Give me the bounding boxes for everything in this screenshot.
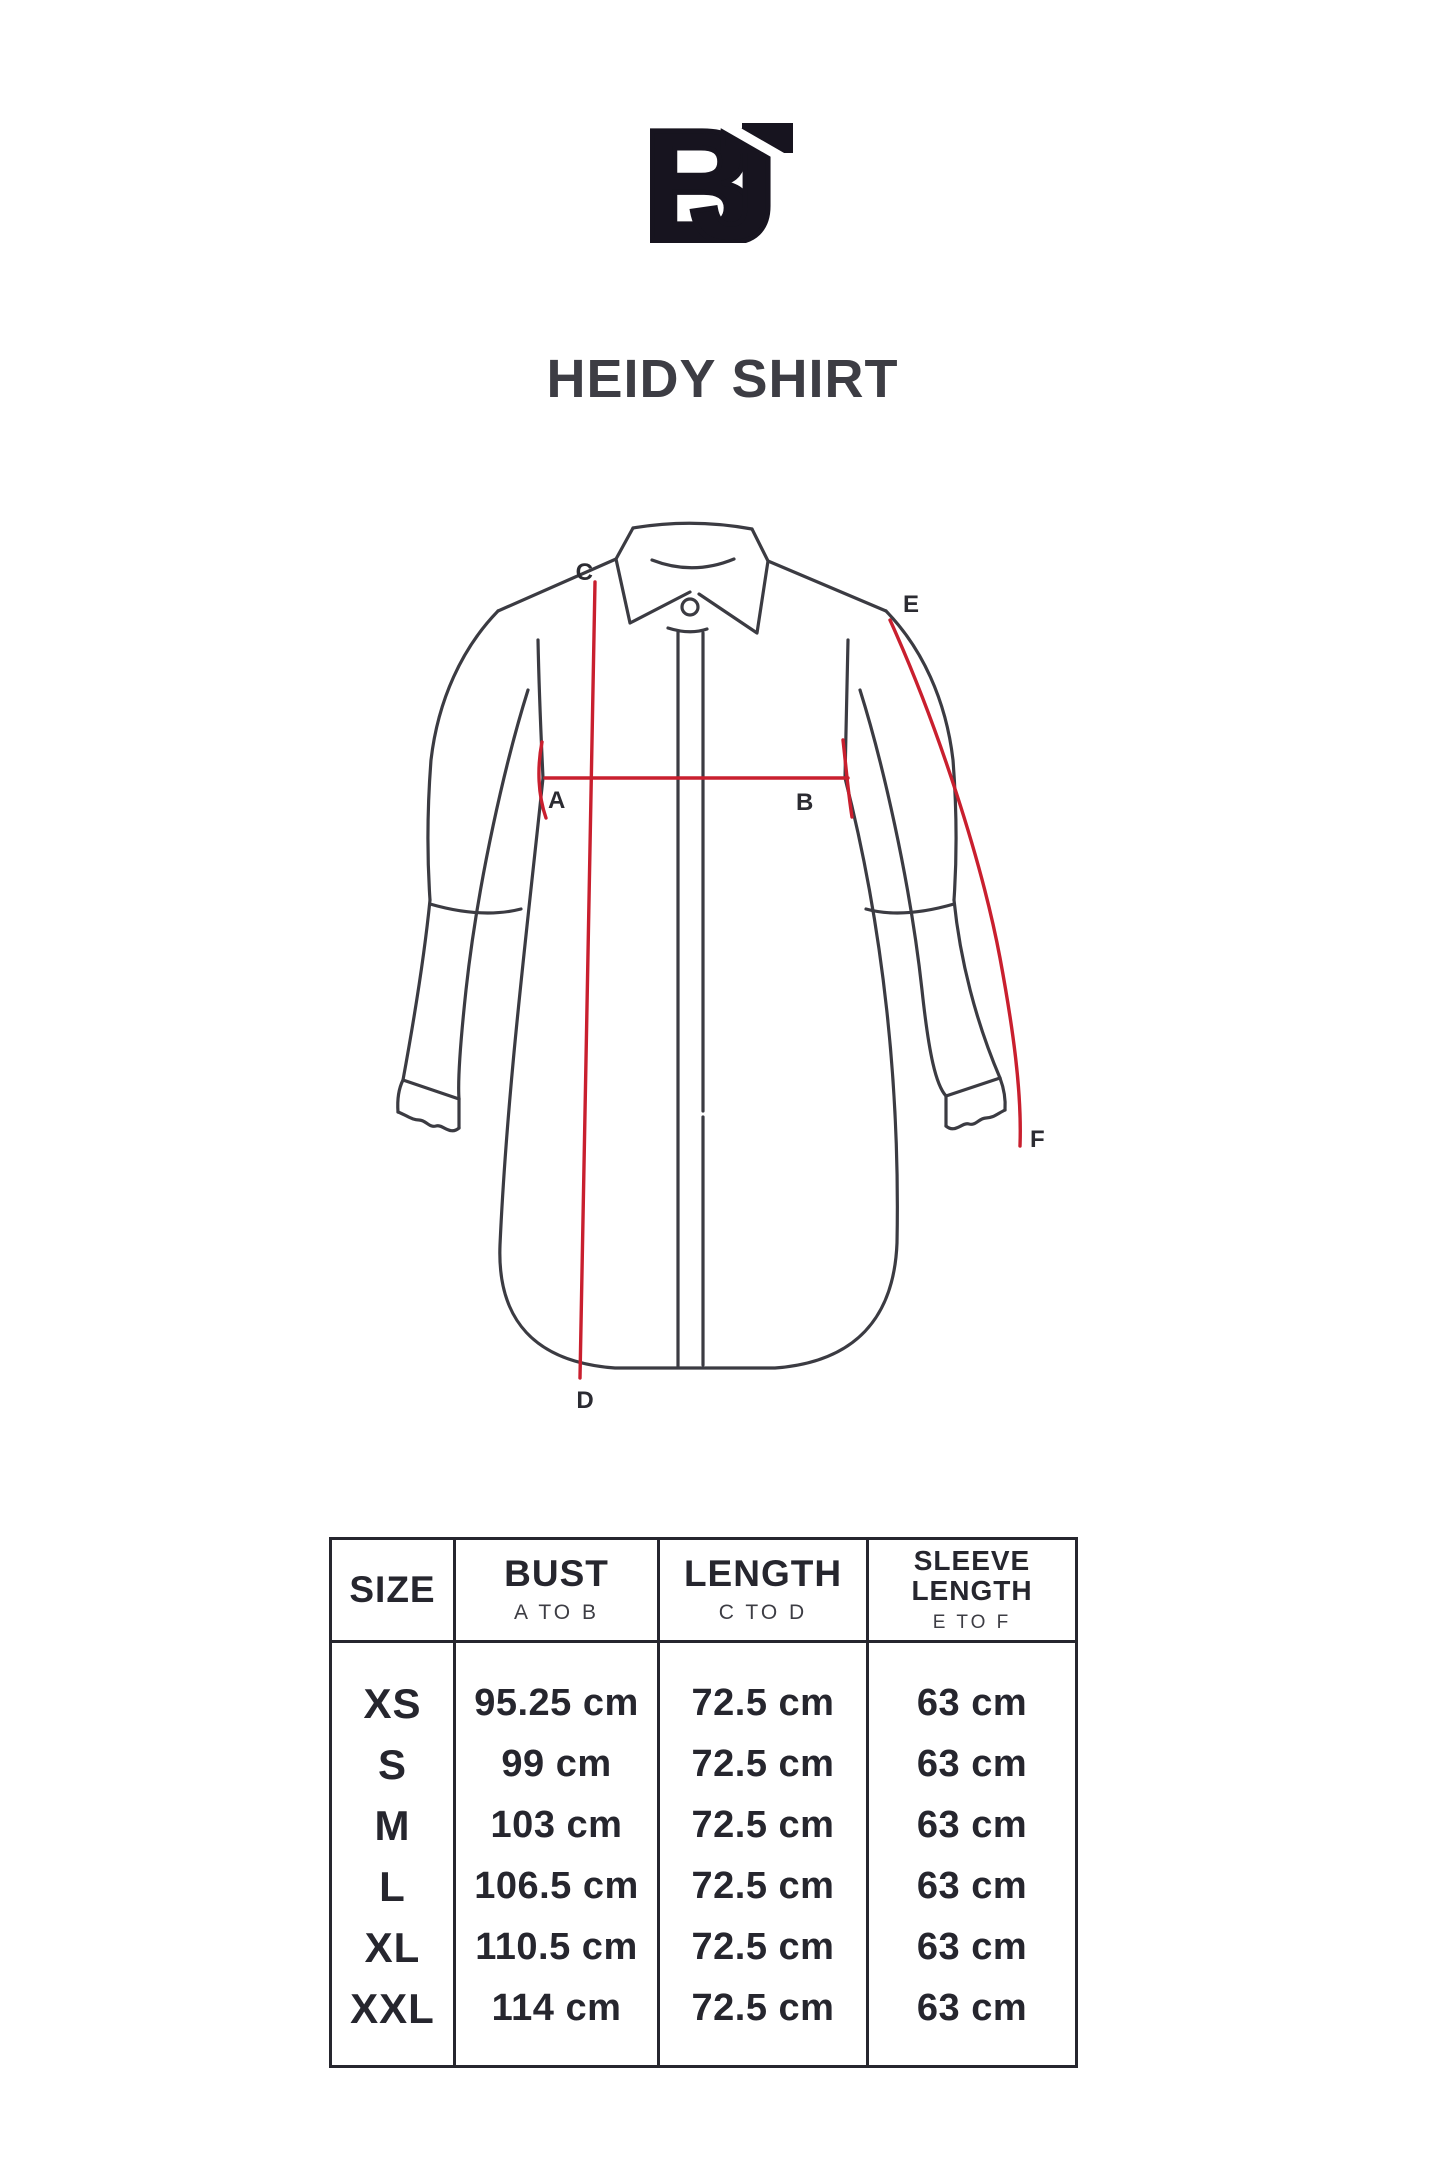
- label-f: F: [1030, 1126, 1045, 1153]
- left-armhole-seam: [536, 638, 545, 780]
- length-measure-line: [578, 580, 597, 1380]
- size-column-header: SIZE: [332, 1540, 453, 1643]
- size-cell: M: [374, 1801, 411, 1849]
- size-cell: S: [377, 1740, 407, 1788]
- header-label: SIZE: [349, 1568, 436, 1610]
- bust-right-arc: [841, 738, 854, 819]
- label-c: C: [576, 559, 593, 586]
- bust-cell: 99 cm: [501, 1743, 612, 1785]
- length-cell: 72.5 cm: [691, 1682, 835, 1724]
- header-sublabel: A TO B: [514, 1600, 599, 1624]
- right-sleeve-outer-lower: [952, 898, 1002, 1080]
- right-sleeve-inner-edge: [858, 688, 948, 1098]
- sleeve-length-cell: 63 cm: [916, 1804, 1028, 1846]
- right-shoulder-seam: [766, 559, 888, 613]
- sleeve-length-cell: 63 cm: [916, 1865, 1028, 1907]
- placket-top-curve: [666, 626, 709, 634]
- bust-cell: 106.5 cm: [474, 1865, 639, 1907]
- right-cuff-ruffle: [944, 1108, 1007, 1131]
- length-cell: 72.5 cm: [691, 1987, 835, 2029]
- length-cell: 72.5 cm: [691, 1804, 835, 1846]
- length-cell: 72.5 cm: [691, 1743, 835, 1785]
- left-cuff-top: [401, 1078, 461, 1101]
- size-cell: XXL: [350, 1984, 435, 2032]
- size-column-body: XS S M L XL XXL: [332, 1643, 453, 2039]
- left-sleeve-inner-edge: [457, 688, 530, 1101]
- size-cell: XS: [363, 1679, 422, 1727]
- collar-top-edge: [631, 521, 754, 531]
- sleeve-length-cell: 63 cm: [916, 1682, 1028, 1724]
- body-outline: [498, 776, 899, 1370]
- label-d: D: [576, 1387, 593, 1414]
- size-table-column-bust: BUST A TO B 95.25 cm 99 cm 103 cm 106.5 …: [456, 1540, 660, 2065]
- header-label: BUST: [504, 1553, 609, 1595]
- collar-band: [650, 557, 736, 570]
- label-b: B: [796, 789, 813, 816]
- brand-logo: B J: [650, 123, 793, 243]
- left-cuff-edge: [396, 1078, 405, 1114]
- bust-column-body: 95.25 cm 99 cm 103 cm 106.5 cm 110.5 cm …: [456, 1643, 657, 2039]
- bust-left-arc: [537, 740, 548, 820]
- size-table-column-length: LENGTH C TO D 72.5 cm 72.5 cm 72.5 cm 72…: [660, 1540, 869, 2065]
- shirt-outline-sketch: [396, 521, 1007, 1370]
- bust-cell: 110.5 cm: [475, 1926, 638, 1968]
- header-label: SLEEVE LENGTH: [911, 1545, 1033, 1606]
- header-label: LENGTH: [683, 1553, 843, 1595]
- sleeve-length-cell: 63 cm: [916, 1926, 1028, 1968]
- left-cuff-ruffle: [396, 1110, 461, 1133]
- logo-letter-b: B: [650, 123, 757, 243]
- left-sleeve-outer-upper: [426, 609, 500, 902]
- product-title: HEIDY SHIRT: [546, 349, 899, 409]
- label-e: E: [903, 591, 919, 618]
- measurement-labels: A B C D E F: [548, 559, 1045, 1414]
- sleeve-length-cell: 63 cm: [916, 1743, 1028, 1785]
- header-sublabel: E TO F: [932, 1611, 1012, 1633]
- size-cell: XL: [364, 1923, 421, 1971]
- label-a: A: [548, 787, 565, 814]
- header-sublabel: C TO D: [718, 1600, 808, 1624]
- bust-column-header: BUST A TO B: [456, 1540, 657, 1643]
- length-cell: 72.5 cm: [691, 1926, 835, 1968]
- size-table-column-size: SIZE XS S M L XL XXL: [332, 1540, 456, 2065]
- length-cell: 72.5 cm: [691, 1865, 835, 1907]
- bust-cell: 103 cm: [490, 1804, 623, 1846]
- left-elbow-seam: [428, 902, 523, 915]
- length-column-header: LENGTH C TO D: [660, 1540, 866, 1643]
- sleeve-length-cell: 63 cm: [916, 1987, 1028, 2029]
- garment-measurement-diagram: A B C D E F: [396, 521, 1045, 1414]
- sleeve-length-column-header: SLEEVE LENGTH E TO F: [869, 1540, 1075, 1643]
- sleeve-length-column-body: 63 cm 63 cm 63 cm 63 cm 63 cm 63 cm: [869, 1643, 1075, 2039]
- measurement-lines: [537, 580, 1022, 1380]
- bust-cell: 95.25 cm: [474, 1682, 639, 1724]
- right-sleeve-outer-upper: [884, 609, 958, 902]
- top-button: [680, 597, 700, 617]
- collar-right-point: [697, 527, 770, 635]
- size-table-column-sleeve-length: SLEEVE LENGTH E TO F 63 cm 63 cm 63 cm 6…: [869, 1540, 1075, 2065]
- right-cuff-top: [944, 1076, 1002, 1098]
- bust-cell: 114 cm: [491, 1987, 622, 2029]
- size-cell: L: [379, 1862, 406, 1910]
- logo-diagonal-cut: [711, 123, 793, 170]
- length-column-body: 72.5 cm 72.5 cm 72.5 cm 72.5 cm 72.5 cm …: [660, 1643, 866, 2039]
- sleeve-measure-line: [888, 618, 1022, 1148]
- right-cuff-edge: [998, 1076, 1007, 1112]
- size-table: SIZE XS S M L XL XXL BUST A TO B 95.25 c…: [329, 1537, 1078, 2068]
- left-sleeve-outer-lower: [401, 898, 432, 1082]
- collar-left-point: [614, 526, 692, 625]
- left-shoulder-seam: [496, 557, 618, 613]
